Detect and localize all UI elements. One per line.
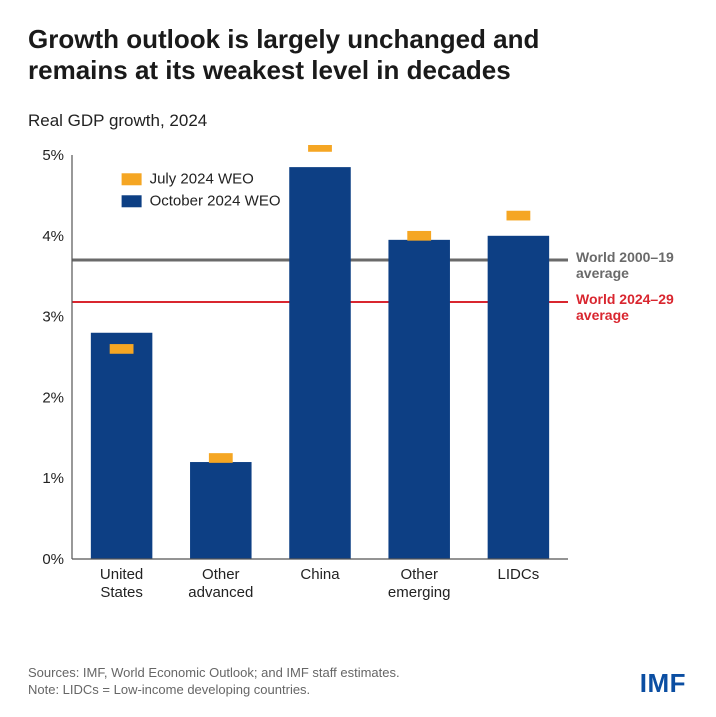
bar-oct xyxy=(488,236,550,559)
marker-jul xyxy=(110,344,134,354)
bar-oct xyxy=(289,167,351,559)
category-label: emerging xyxy=(388,584,451,601)
imf-logo: IMF xyxy=(640,668,686,699)
legend-swatch xyxy=(122,196,142,208)
reference-line-label: average xyxy=(576,307,629,323)
marker-jul xyxy=(308,145,332,152)
reference-line-label: World 2024–29 xyxy=(576,291,674,307)
reference-line-label: World 2000–19 xyxy=(576,249,674,265)
subtitle: Real GDP growth, 2024 xyxy=(28,111,688,131)
note-text: Note: LIDCs = Low-income developing coun… xyxy=(28,681,688,699)
category-label: States xyxy=(100,584,143,601)
y-tick-label: 0% xyxy=(42,551,64,568)
category-label: Other xyxy=(202,566,240,583)
y-tick-label: 3% xyxy=(42,309,64,326)
legend-label: October 2024 WEO xyxy=(150,193,281,210)
title: Growth outlook is largely unchanged and … xyxy=(28,24,688,85)
reference-line-label: average xyxy=(576,265,629,281)
title-line-2: remains at its weakest level in decades xyxy=(28,55,511,85)
bar-oct xyxy=(91,333,153,559)
category-label: advanced xyxy=(188,584,253,601)
y-tick-label: 1% xyxy=(42,471,64,488)
y-tick-label: 4% xyxy=(42,228,64,245)
category-label: LIDCs xyxy=(498,566,540,583)
marker-jul xyxy=(407,231,431,241)
category-label: Other xyxy=(400,566,438,583)
legend-swatch xyxy=(122,174,142,186)
chart: 0%1%2%3%4%5%UnitedStatesOtheradvancedChi… xyxy=(28,145,688,615)
title-line-1: Growth outlook is largely unchanged and xyxy=(28,24,539,54)
category-label: United xyxy=(100,566,143,583)
footer: Sources: IMF, World Economic Outlook; an… xyxy=(28,664,688,699)
bar-oct xyxy=(190,462,252,559)
chart-svg: 0%1%2%3%4%5%UnitedStatesOtheradvancedChi… xyxy=(28,145,688,615)
y-tick-label: 2% xyxy=(42,390,64,407)
y-tick-label: 5% xyxy=(42,147,64,164)
bar-oct xyxy=(388,240,450,559)
legend-label: July 2024 WEO xyxy=(150,171,254,188)
marker-jul xyxy=(506,211,530,221)
page: Growth outlook is largely unchanged and … xyxy=(0,0,716,717)
marker-jul xyxy=(209,453,233,463)
category-label: China xyxy=(300,566,340,583)
sources-text: Sources: IMF, World Economic Outlook; an… xyxy=(28,664,688,682)
